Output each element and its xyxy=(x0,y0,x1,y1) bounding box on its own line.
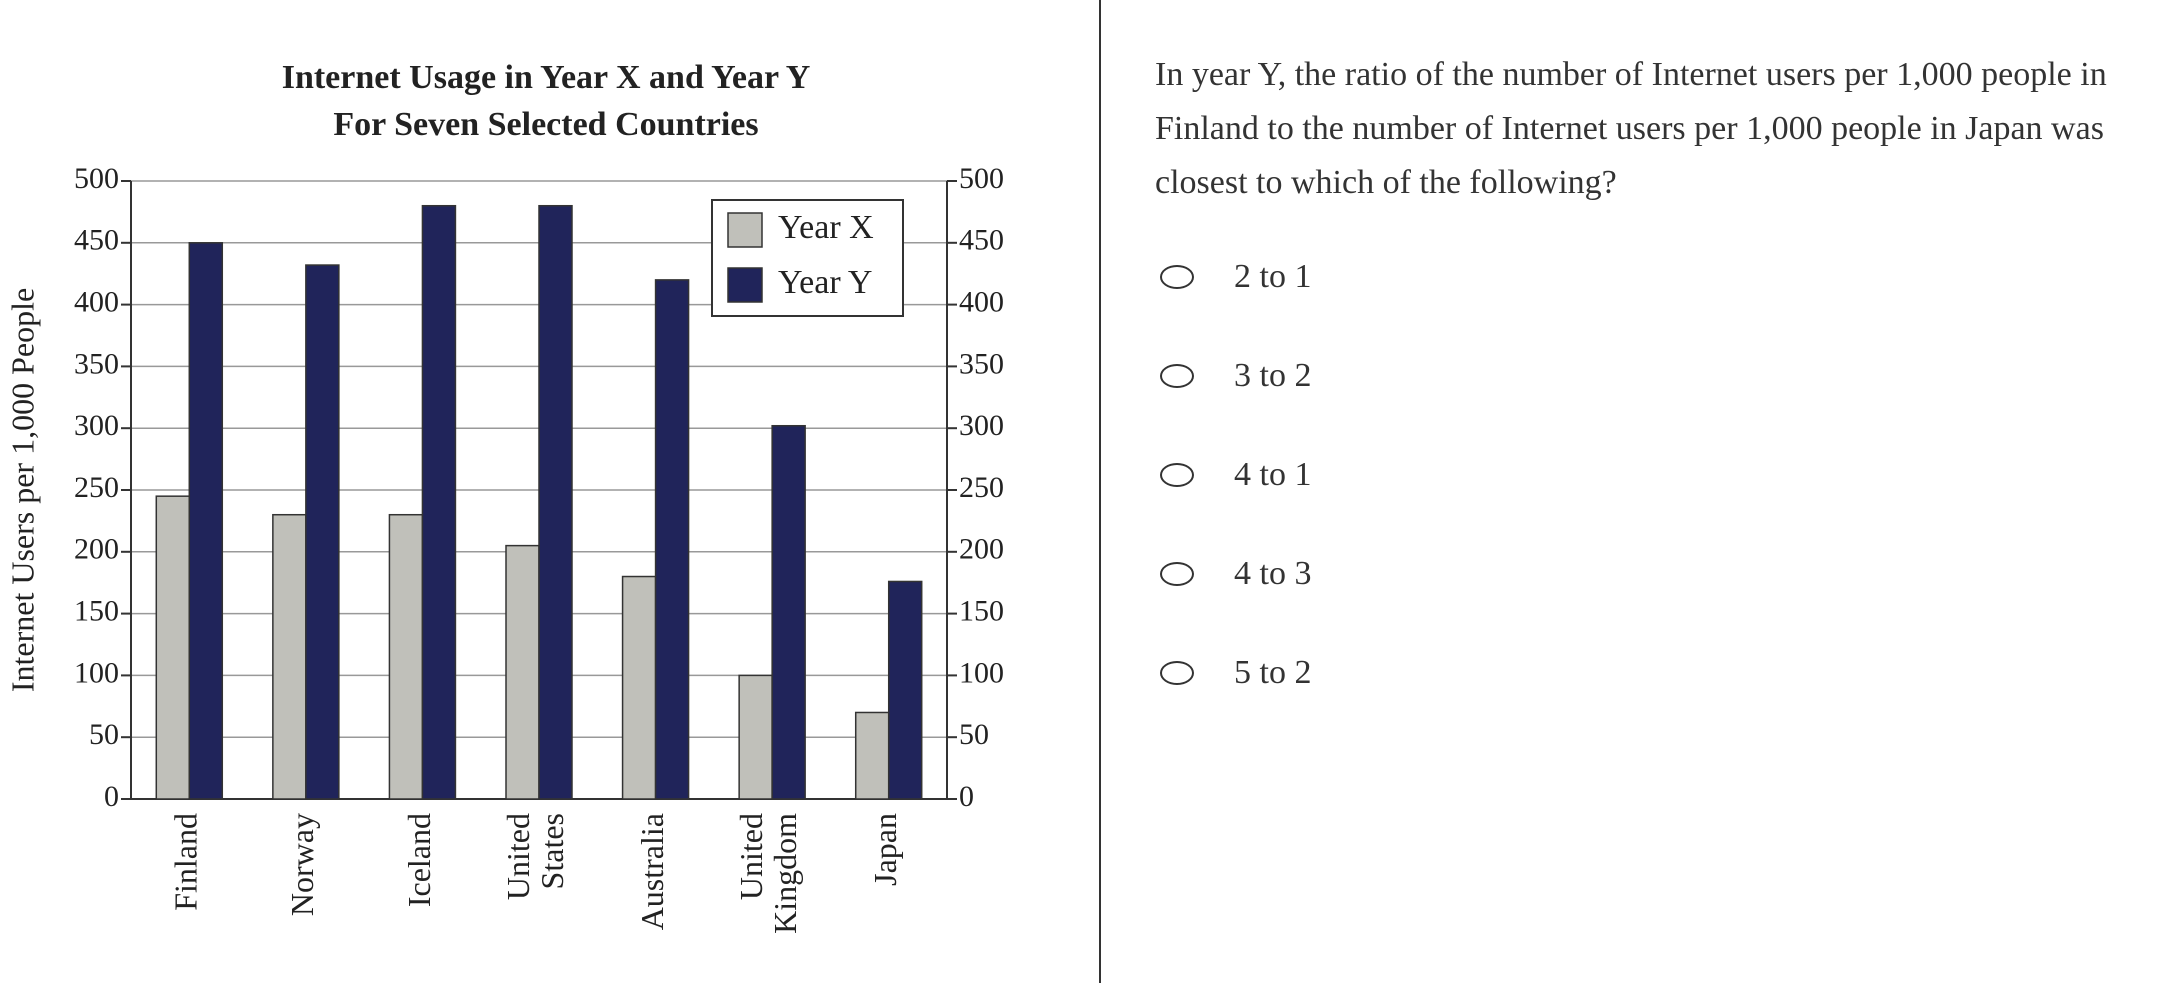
x-tick-label: Japan xyxy=(867,813,903,886)
y-tick-label: 150 xyxy=(74,594,119,627)
y-tick-label: 300 xyxy=(74,409,119,442)
x-tick-label-line: United xyxy=(500,813,536,900)
x-tick-label: UnitedStates xyxy=(500,813,570,900)
bar xyxy=(621,575,657,800)
y2-tick-label: 150 xyxy=(959,594,1004,627)
x-tick-label-line: Kingdom xyxy=(767,813,803,934)
option[interactable]: 4 to 1 xyxy=(1160,456,1311,494)
y2-tick-label: 50 xyxy=(959,718,989,751)
option-label: 3 to 2 xyxy=(1234,357,1312,394)
legend-label: Year Y xyxy=(778,264,872,301)
option[interactable]: 2 to 1 xyxy=(1160,258,1311,296)
option[interactable]: 3 to 2 xyxy=(1160,357,1311,395)
radio-button[interactable] xyxy=(1160,463,1194,487)
x-tick-label: Finland xyxy=(168,813,204,911)
bar xyxy=(654,279,690,800)
y2-tick-label: 350 xyxy=(959,347,1004,380)
y-tick-label: 450 xyxy=(74,224,119,257)
radio-button[interactable] xyxy=(1160,364,1194,388)
option-label: 5 to 2 xyxy=(1234,654,1312,691)
y2-tick-label: 0 xyxy=(959,780,974,813)
radio-button[interactable] xyxy=(1160,265,1194,289)
bar xyxy=(771,424,806,800)
y2-tick-label: 500 xyxy=(959,162,1004,195)
y-tick-label: 250 xyxy=(74,471,119,504)
legend-label: Year X xyxy=(778,209,874,246)
x-tick-label: UnitedKingdom xyxy=(733,813,803,934)
option-label: 2 to 1 xyxy=(1234,258,1312,295)
y-tick-label: 500 xyxy=(74,162,119,195)
x-tick-label: Australia xyxy=(634,813,670,930)
y-tick-label: 100 xyxy=(74,656,119,689)
y2-tick-label: 200 xyxy=(959,533,1004,566)
x-tick-label: Norway xyxy=(284,813,320,916)
y2-tick-label: 300 xyxy=(959,409,1004,442)
y-tick-label: 50 xyxy=(89,718,119,751)
chart-title: Internet Usage in Year X and Year Y xyxy=(282,59,811,96)
y2-tick-label: 100 xyxy=(959,656,1004,689)
divider xyxy=(1099,0,1101,983)
x-tick-label: Iceland xyxy=(401,813,437,907)
bar xyxy=(421,204,457,800)
bar xyxy=(887,580,923,800)
x-tick-label-line: United xyxy=(733,813,769,900)
option-label: 4 to 1 xyxy=(1234,456,1312,493)
option-label: 4 to 3 xyxy=(1234,555,1312,592)
y-tick-label: 350 xyxy=(74,347,119,380)
bar xyxy=(155,495,191,800)
option[interactable]: 4 to 3 xyxy=(1160,555,1311,593)
question-text: In year Y, the ratio of the number of In… xyxy=(1155,56,2107,201)
y-tick-label: 200 xyxy=(74,533,119,566)
option[interactable]: 5 to 2 xyxy=(1160,654,1311,692)
bar xyxy=(305,264,340,800)
legend-swatch xyxy=(727,267,763,303)
chart: Internet Usage in Year X and Year Y For S… xyxy=(4,59,1004,934)
bar xyxy=(188,242,224,800)
y2-tick-label: 400 xyxy=(959,285,1004,318)
x-tick-label-line: States xyxy=(534,813,570,889)
y-tick-label: 400 xyxy=(74,285,119,318)
bar xyxy=(388,513,424,800)
chart-title: For Seven Selected Countries xyxy=(333,106,758,143)
bar xyxy=(854,711,890,800)
bar xyxy=(738,674,773,800)
bar xyxy=(505,544,540,800)
bar xyxy=(272,513,307,800)
radio-button[interactable] xyxy=(1160,562,1194,586)
legend-swatch xyxy=(727,212,763,248)
radio-button[interactable] xyxy=(1160,661,1194,685)
bar xyxy=(538,204,573,800)
y2-tick-label: 450 xyxy=(959,224,1004,257)
y2-tick-label: 250 xyxy=(959,471,1004,504)
y-axis-label: Internet Users per 1,000 People xyxy=(4,288,40,692)
y-tick-label: 0 xyxy=(104,780,119,813)
